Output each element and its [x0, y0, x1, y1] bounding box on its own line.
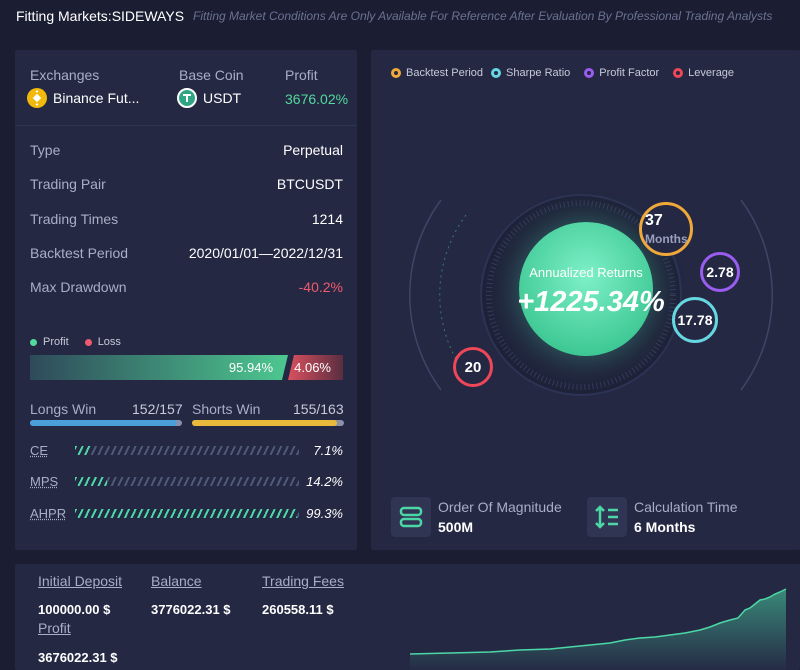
- usdt-icon: [177, 88, 197, 108]
- profit-loss-bar: 95.94% 4.06%: [30, 355, 343, 380]
- backtest-period-number: 37: [645, 212, 663, 229]
- metric-bar-ahpr: [75, 509, 299, 518]
- shorts-win-label: Shorts Win: [192, 401, 261, 417]
- strategy-summary-panel: Exchanges Binance Fut... Base Coin USDT …: [15, 50, 357, 550]
- trading-fees-label: Trading Fees: [262, 573, 344, 589]
- profit-value: 3676.02%: [285, 91, 349, 107]
- leverage-bubble: 20: [453, 347, 493, 387]
- profit-factor-legend-label: Profit Factor: [599, 67, 660, 79]
- metric-label-ahpr: AHPR: [30, 506, 67, 521]
- base-coin-label: Base Coin: [179, 67, 244, 83]
- metric-value-mps: 14.2%: [306, 474, 343, 489]
- longs-win-fill: [30, 420, 178, 426]
- balance-value: 3776022.31 $: [151, 602, 231, 617]
- metric-bar-ce: [75, 446, 299, 455]
- detail-value-trading-pair: BTCUSDT: [276, 176, 343, 192]
- total-profit-label: Profit: [38, 620, 71, 636]
- metric-value-ce: 7.1%: [313, 443, 343, 458]
- shorts-win-value: 155/163: [293, 401, 344, 417]
- loss-percent: 4.06%: [294, 360, 331, 375]
- metric-fill-mps: [75, 477, 107, 486]
- annualized-returns-title: Annualized Returns: [529, 265, 643, 280]
- equity-curve-line: [410, 588, 787, 655]
- backtest-period-unit: Months: [645, 232, 688, 246]
- longs-win-bar: [30, 420, 182, 426]
- profit-label: Profit: [285, 67, 318, 83]
- balance-label: Balance: [151, 573, 202, 589]
- metric-fill-ahpr: [75, 509, 298, 518]
- detail-value-backtest-period: 2020/01/01—2022/12/31: [188, 245, 343, 261]
- annualized-returns-circle: [519, 222, 653, 356]
- magnitude-value: 500M: [438, 519, 474, 535]
- sharpe-ratio-bubble: 17.78: [672, 297, 718, 343]
- magnitude-label: Order Of Magnitude: [438, 499, 562, 515]
- loss-segment: [288, 355, 343, 380]
- detail-label-trading-times: Trading Times: [30, 211, 119, 227]
- sharpe-ratio-legend-label: Sharpe Ratio: [506, 67, 571, 79]
- exchanges-label: Exchanges: [30, 67, 100, 83]
- equity-curve-chart: [410, 588, 787, 670]
- account-summary-panel: Initial Deposit 100000.00 $ Balance 3776…: [15, 564, 800, 670]
- profit-factor-bubble: 2.78: [700, 252, 740, 292]
- backtest-period-bubble: 37 Months: [639, 202, 693, 256]
- backtest-period-legend-label: Backtest Period: [406, 67, 484, 79]
- shorts-win-fill: [192, 420, 337, 426]
- profit-legend-label: Profit: [43, 336, 69, 348]
- base-coin-name: USDT: [203, 90, 242, 106]
- base-coin-value: USDT: [177, 88, 241, 108]
- profit-factor-value: 2.78: [706, 264, 734, 280]
- radar-legend: Backtest Period Sharpe Ratio Profit Fact…: [391, 67, 734, 79]
- profit-segment: [30, 355, 288, 380]
- sharpe-ratio-legend-icon: [491, 68, 502, 78]
- leverage-legend-label: Leverage: [688, 67, 735, 79]
- binance-icon: [27, 88, 47, 108]
- returns-visual-panel: Backtest Period Sharpe Ratio Profit Fact…: [371, 50, 800, 550]
- initial-deposit-label: Initial Deposit: [38, 573, 123, 589]
- backtest-period-legend-icon: [391, 68, 401, 78]
- calculation-time-value: 6 Months: [634, 519, 696, 535]
- page-title: Fitting Markets:SIDEWAYS: [16, 8, 185, 24]
- annualized-returns-value: +1225.34%: [517, 286, 665, 318]
- profit-percent: 95.94%: [228, 360, 273, 375]
- initial-deposit-value: 100000.00 $: [38, 602, 111, 617]
- leverage-legend-icon: [673, 68, 684, 78]
- loss-legend-label: Loss: [97, 336, 121, 348]
- total-profit-value: 3676022.31 $: [38, 650, 118, 665]
- metric-value-ahpr: 99.3%: [306, 506, 343, 521]
- magnitude-icon: [391, 497, 431, 537]
- equity-curve-area: [410, 589, 786, 670]
- disclaimer-note: Fitting Market Conditions Are Only Avail…: [193, 9, 773, 23]
- metric-fill-ce: [75, 446, 91, 455]
- trading-fees-value: 260558.11 $: [262, 602, 334, 617]
- detail-label-type: Type: [30, 142, 61, 158]
- detail-label-trading-pair: Trading Pair: [30, 176, 106, 192]
- metric-track-ce: [75, 446, 299, 455]
- profit-factor-legend-icon: [584, 68, 595, 78]
- detail-label-backtest-period: Backtest Period: [30, 245, 129, 261]
- detail-value-type: Perpetual: [283, 142, 343, 158]
- leverage-value: 20: [464, 358, 482, 376]
- loss-legend-dot: [84, 338, 92, 346]
- profit-legend-dot: [30, 338, 37, 346]
- detail-value-max-drawdown: -40.2%: [298, 279, 343, 295]
- shorts-win-bar: [192, 420, 344, 426]
- longs-win-label: Longs Win: [30, 401, 97, 417]
- profit-loss-legend: Profit Loss: [30, 336, 121, 348]
- exchange-name: Binance Fut...: [53, 90, 140, 106]
- exchange-value: Binance Fut...: [27, 88, 139, 108]
- metric-label-mps: MPS: [30, 474, 59, 489]
- metric-label-ce: CE: [30, 443, 49, 458]
- metric-track-mps: [75, 477, 299, 486]
- details-divider: [15, 125, 357, 126]
- detail-label-max-drawdown: Max Drawdown: [30, 279, 127, 295]
- sharpe-ratio-value: 17.78: [677, 312, 713, 328]
- detail-value-trading-times: 1214: [311, 211, 343, 227]
- longs-win-value: 152/157: [132, 401, 183, 417]
- metric-bar-mps: [75, 477, 299, 486]
- calculation-time-label: Calculation Time: [634, 499, 738, 515]
- calculation-time-icon: [587, 497, 627, 537]
